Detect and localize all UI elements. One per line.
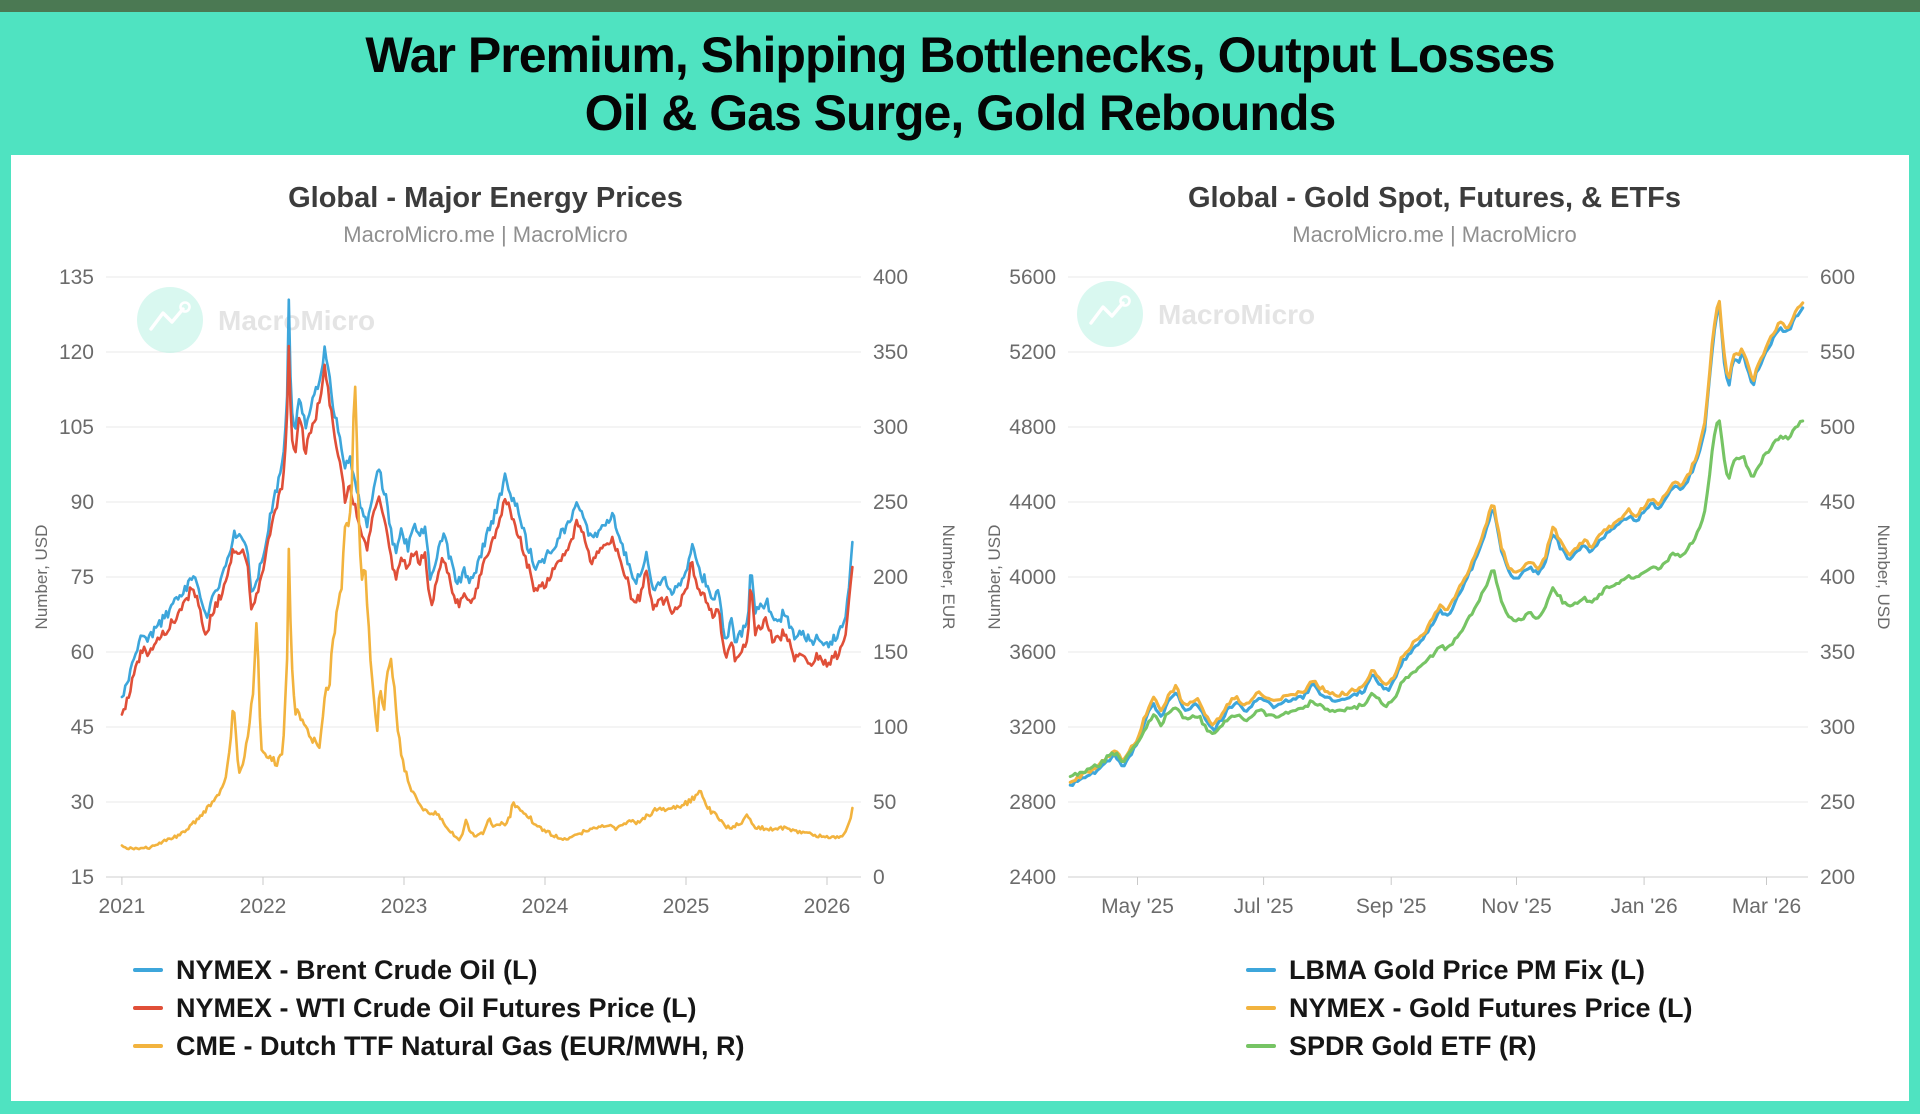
right-axis-tick-label: 50 — [873, 791, 896, 814]
legend-label: NYMEX - Gold Futures Price (L) — [1289, 992, 1693, 1023]
series-line-0[interactable] — [1068, 305, 1805, 787]
top-strip — [0, 0, 1920, 12]
right-axis-tick-label: 400 — [1820, 566, 1855, 589]
legend-swatch — [1246, 1006, 1276, 1010]
series-line-1[interactable] — [1068, 299, 1805, 784]
legend-label: CME - Dutch TTF Natural Gas (EUR/MWH, R) — [176, 1030, 745, 1061]
right-axis-tick-label: 250 — [873, 491, 908, 514]
x-tick-label: Jul '25 — [1234, 895, 1294, 918]
legend-swatch — [133, 1006, 163, 1010]
chart-subtitle: MacroMicro.me | MacroMicro — [343, 222, 628, 247]
right-axis-tick-label: 450 — [1820, 491, 1855, 514]
left-axis-title: Number, USD — [32, 525, 51, 630]
legend-label: NYMEX - Brent Crude Oil (L) — [176, 954, 538, 985]
energy-price-plot[interactable]: 2021 2022 2023 2024 2025 2026 135 120 105 90 75 60 4… — [11, 251, 960, 951]
right-axis-tick-label: 200 — [873, 566, 908, 589]
x-tick-label: Nov '25 — [1481, 895, 1552, 918]
left-axis-tick-label: 4400 — [1009, 491, 1056, 514]
svg-text:MacroMicro: MacroMicro — [1158, 299, 1315, 330]
legend-label: SPDR Gold ETF (R) — [1289, 1030, 1537, 1061]
right-axis-tick-label: 600 — [1820, 266, 1855, 289]
left-axis-tick-label: 3600 — [1009, 641, 1056, 664]
page-title: War Premium, Shipping Bottlenecks, Outpu… — [0, 12, 1920, 142]
right-axis-tick-label: 250 — [1820, 791, 1855, 814]
left-axis-tick-label: 5600 — [1009, 266, 1056, 289]
left-axis-tick-label: 3200 — [1009, 716, 1056, 739]
legend-swatch — [1246, 968, 1276, 972]
left-axis-tick-label: 75 — [71, 566, 94, 589]
x-tick-label: Jan '26 — [1611, 895, 1678, 918]
series-line-1[interactable] — [120, 344, 854, 716]
series-line-2[interactable] — [120, 385, 854, 851]
legend-label: LBMA Gold Price PM Fix (L) — [1289, 954, 1646, 985]
left-axis-tick-label: 105 — [59, 416, 94, 439]
chart-title: Global - Gold Spot, Futures, & ETFs — [1188, 182, 1681, 214]
right-axis-title: Number, USD — [1874, 525, 1893, 630]
x-tick-label: 2024 — [522, 895, 569, 918]
left-axis-tick-label: 135 — [59, 266, 94, 289]
left-axis-tick-label: 90 — [71, 491, 94, 514]
legend-item[interactable]: NYMEX - WTI Crude Oil Futures Price (L) — [133, 989, 960, 1027]
x-tick-label: 2026 — [804, 895, 851, 918]
right-axis-tick-label: 200 — [1820, 866, 1855, 889]
chart-card-energy: Global - Major Energy Prices MacroMicro.… — [11, 155, 960, 1101]
macromicro-watermark: MacroMicro — [137, 287, 375, 353]
right-axis-tick-label: 550 — [1820, 341, 1855, 364]
right-axis-tick-label: 0 — [873, 866, 885, 889]
left-axis-tick-label: 120 — [59, 341, 94, 364]
right-axis-tick-label: 100 — [873, 716, 908, 739]
right-axis-tick-label: 300 — [873, 416, 908, 439]
right-axis-tick-label: 150 — [873, 641, 908, 664]
gold-price-plot[interactable]: May '25 Jul '25 Sep '25 Nov '25 Jan '26 Mar '… — [960, 251, 1909, 951]
right-axis-title: Number, EUR — [939, 525, 958, 630]
x-tick-label: 2023 — [381, 895, 428, 918]
x-tick-label: Sep '25 — [1356, 895, 1427, 918]
legend-item[interactable]: NYMEX - Brent Crude Oil (L) — [133, 951, 960, 989]
series-line-0[interactable] — [120, 298, 854, 699]
legend-item[interactable]: SPDR Gold ETF (R) — [1246, 1027, 1909, 1065]
x-tick-label: May '25 — [1101, 895, 1174, 918]
legend-swatch — [133, 968, 163, 972]
x-tick-label: Mar '26 — [1732, 895, 1801, 918]
left-axis-tick-label: 2800 — [1009, 791, 1056, 814]
left-axis-tick-label: 2400 — [1009, 866, 1056, 889]
page-title-line2: Oil & Gas Surge, Gold Rebounds — [584, 85, 1337, 141]
legend-swatch — [1246, 1044, 1276, 1048]
x-tick-label: 2025 — [663, 895, 710, 918]
left-axis-tick-label: 60 — [71, 641, 94, 664]
x-tick-label: 2022 — [240, 895, 287, 918]
charts-panel: Global - Major Energy Prices MacroMicro.… — [11, 155, 1909, 1101]
chart-subtitle: MacroMicro.me | MacroMicro — [1292, 222, 1577, 247]
chart-card-gold: Global - Gold Spot, Futures, & ETFs Macr… — [960, 155, 1909, 1101]
chart-title: Global - Major Energy Prices — [288, 182, 683, 214]
right-axis-tick-label: 400 — [873, 266, 908, 289]
series-line-2[interactable] — [1068, 419, 1805, 779]
left-axis-tick-label: 45 — [71, 716, 94, 739]
legend-item[interactable]: CME - Dutch TTF Natural Gas (EUR/MWH, R) — [133, 1027, 960, 1065]
right-axis-tick-label: 500 — [1820, 416, 1855, 439]
gold-legend: LBMA Gold Price PM Fix (L) NYMEX - Gold F… — [960, 951, 1909, 1065]
right-axis-tick-label: 350 — [1820, 641, 1855, 664]
left-axis-tick-label: 5200 — [1009, 341, 1056, 364]
legend-label: NYMEX - WTI Crude Oil Futures Price (L) — [176, 992, 697, 1023]
left-axis-tick-label: 15 — [71, 866, 94, 889]
legend-item[interactable]: NYMEX - Gold Futures Price (L) — [1246, 989, 1909, 1027]
left-axis-tick-label: 4000 — [1009, 566, 1056, 589]
left-axis-title: Number, USD — [985, 525, 1004, 630]
legend-item[interactable]: LBMA Gold Price PM Fix (L) — [1246, 951, 1909, 989]
right-axis-tick-label: 300 — [1820, 716, 1855, 739]
legend-swatch — [133, 1044, 163, 1048]
svg-text:MacroMicro: MacroMicro — [218, 305, 375, 336]
page-title-line1: War Premium, Shipping Bottlenecks, Outpu… — [365, 27, 1555, 83]
right-axis-tick-label: 350 — [873, 341, 908, 364]
header-banner: War Premium, Shipping Bottlenecks, Outpu… — [0, 12, 1920, 155]
energy-legend: NYMEX - Brent Crude Oil (L) NYMEX - WTI C… — [11, 951, 960, 1065]
x-tick-label: 2021 — [99, 895, 146, 918]
macromicro-watermark: MacroMicro — [1077, 281, 1315, 347]
left-axis-tick-label: 30 — [71, 791, 94, 814]
left-axis-tick-label: 4800 — [1009, 416, 1056, 439]
